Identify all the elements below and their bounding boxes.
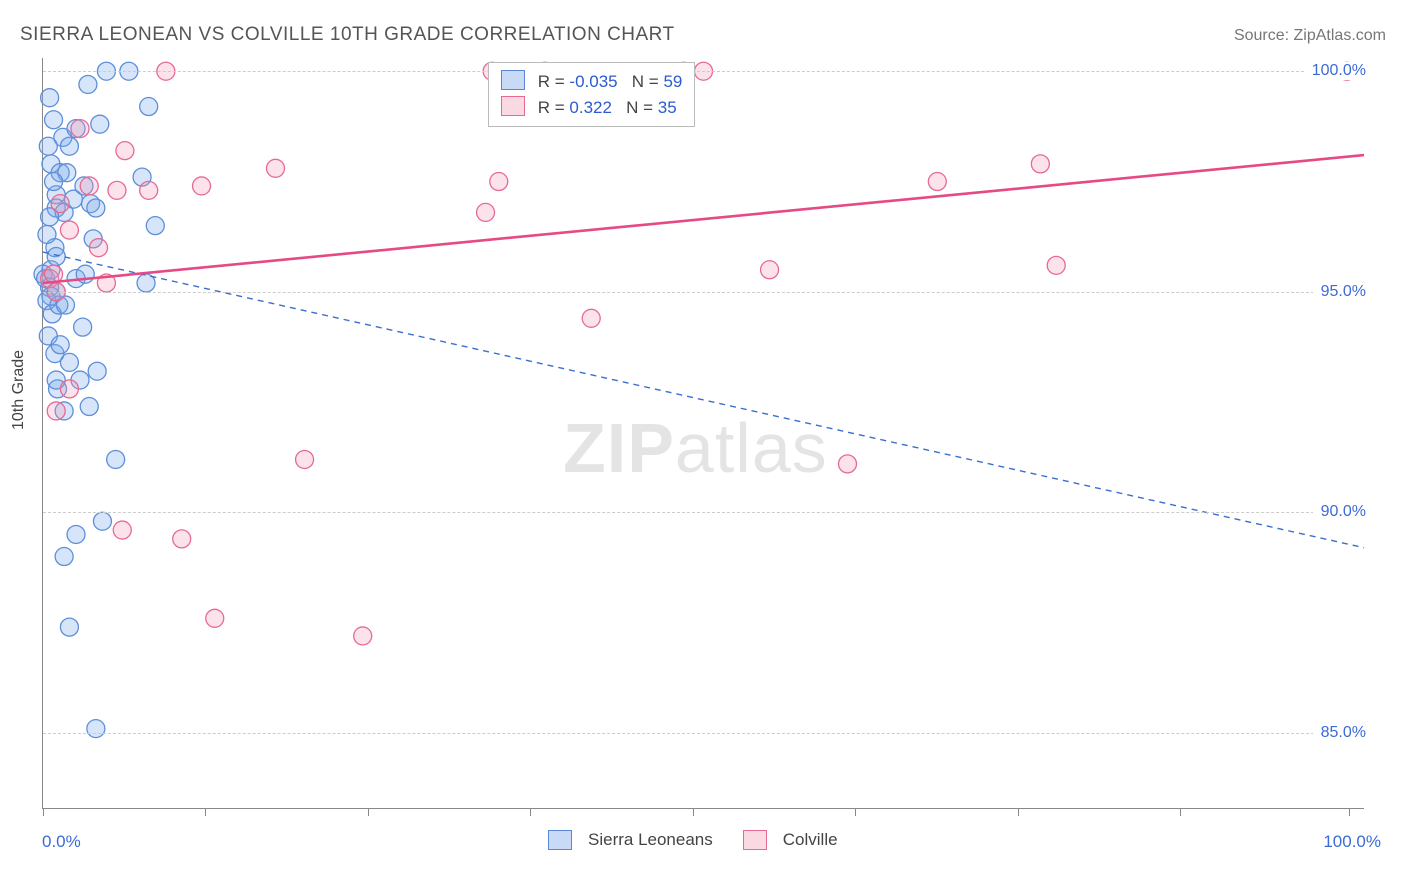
- legend-swatch-pink: [501, 96, 525, 116]
- data-point-pink: [206, 609, 224, 627]
- data-point-blue: [88, 362, 106, 380]
- data-point-pink: [80, 177, 98, 195]
- gridline: [43, 733, 1364, 734]
- data-point-pink: [1047, 256, 1065, 274]
- data-point-blue: [91, 115, 109, 133]
- legend-swatch-blue: [548, 830, 572, 850]
- data-point-pink: [582, 309, 600, 327]
- correlation-legend-row: R = -0.035 N = 59: [501, 69, 682, 95]
- data-point-pink: [60, 221, 78, 239]
- y-axis-tick-label: 90.0%: [1313, 503, 1366, 521]
- gridline: [43, 512, 1364, 513]
- trend-line-pink: [43, 155, 1364, 283]
- data-point-pink: [47, 402, 65, 420]
- gridline: [43, 292, 1364, 293]
- x-axis-tick: [855, 808, 856, 816]
- legend-swatch-blue: [501, 70, 525, 90]
- data-point-pink: [140, 181, 158, 199]
- data-point-pink: [51, 195, 69, 213]
- data-point-blue: [55, 548, 73, 566]
- x-axis-max-label: 100.0%: [1323, 832, 1381, 852]
- data-point-blue: [80, 398, 98, 416]
- data-point-blue: [146, 217, 164, 235]
- data-point-pink: [296, 450, 314, 468]
- legend-swatch-pink: [743, 830, 767, 850]
- data-point-blue: [140, 98, 158, 116]
- x-axis-tick: [205, 808, 206, 816]
- data-point-pink: [116, 142, 134, 160]
- y-axis-tick-label: 95.0%: [1313, 283, 1366, 301]
- x-axis-tick: [368, 808, 369, 816]
- data-point-blue: [79, 75, 97, 93]
- data-point-blue: [60, 353, 78, 371]
- legend-label: Colville: [783, 830, 838, 850]
- chart-title: SIERRA LEONEAN VS COLVILLE 10TH GRADE CO…: [20, 24, 675, 46]
- x-axis-tick: [1018, 808, 1019, 816]
- x-axis-tick: [693, 808, 694, 816]
- data-point-blue: [74, 318, 92, 336]
- legend-item: Sierra Leoneans: [548, 830, 713, 850]
- data-point-pink: [71, 120, 89, 138]
- data-point-blue: [60, 137, 78, 155]
- data-point-blue: [45, 111, 63, 129]
- legend-item: Colville: [743, 830, 838, 850]
- data-point-pink: [89, 239, 107, 257]
- data-point-pink: [113, 521, 131, 539]
- correlation-legend-row: R = 0.322 N = 35: [501, 95, 682, 121]
- x-axis-tick: [43, 808, 44, 816]
- data-point-blue: [41, 89, 59, 107]
- source-attribution: Source: ZipAtlas.com: [1234, 27, 1386, 45]
- data-point-blue: [93, 512, 111, 530]
- data-point-pink: [761, 261, 779, 279]
- gridline: [43, 71, 1364, 72]
- data-point-pink: [354, 627, 372, 645]
- data-point-blue: [67, 525, 85, 543]
- data-point-pink: [838, 455, 856, 473]
- plot-area: ZIPatlas 85.0%90.0%95.0%100.0%: [42, 58, 1364, 809]
- y-axis-tick-label: 85.0%: [1313, 724, 1366, 742]
- series-legend: Sierra Leoneans Colville: [548, 830, 838, 850]
- data-point-blue: [60, 618, 78, 636]
- data-point-blue: [87, 720, 105, 738]
- data-point-blue: [107, 450, 125, 468]
- data-point-pink: [193, 177, 211, 195]
- scatter-svg: [43, 58, 1364, 808]
- y-axis-tick-label: 100.0%: [1304, 62, 1366, 80]
- x-axis-min-label: 0.0%: [42, 832, 81, 852]
- trend-line-blue: [43, 252, 1364, 548]
- data-point-blue: [51, 336, 69, 354]
- legend-label: Sierra Leoneans: [588, 830, 713, 850]
- data-point-pink: [928, 173, 946, 191]
- data-point-blue: [47, 248, 65, 266]
- correlation-legend: R = -0.035 N = 59 R = 0.322 N = 35: [488, 62, 695, 127]
- data-point-blue: [45, 173, 63, 191]
- x-axis-tick: [530, 808, 531, 816]
- data-point-pink: [173, 530, 191, 548]
- x-axis-tick: [1180, 808, 1181, 816]
- data-point-blue: [87, 199, 105, 217]
- data-point-pink: [108, 181, 126, 199]
- data-point-pink: [490, 173, 508, 191]
- data-point-pink: [266, 159, 284, 177]
- x-axis-tick: [1349, 808, 1350, 816]
- y-axis-title: 10th Grade: [10, 350, 28, 430]
- data-point-pink: [477, 203, 495, 221]
- data-point-pink: [1031, 155, 1049, 173]
- data-point-pink: [60, 380, 78, 398]
- data-point-blue: [38, 225, 56, 243]
